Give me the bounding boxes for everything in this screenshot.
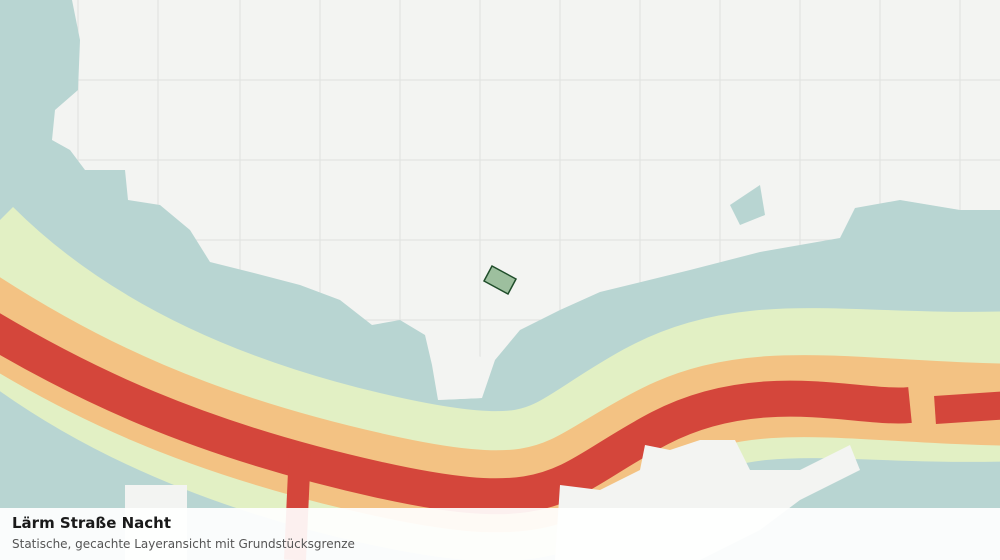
parcel-boundary[interactable] [482,264,518,296]
noise-zone-very-high [0,313,912,515]
layer-title: Lärm Straße Nacht [12,514,171,532]
info-panel [0,508,1000,560]
noise-bands [0,206,1000,560]
island [730,185,765,225]
layer-subtitle: Statische, gecachte Layeransicht mit Gru… [12,537,355,551]
noise-zone-very-high [934,391,1000,424]
clearing [438,350,485,400]
